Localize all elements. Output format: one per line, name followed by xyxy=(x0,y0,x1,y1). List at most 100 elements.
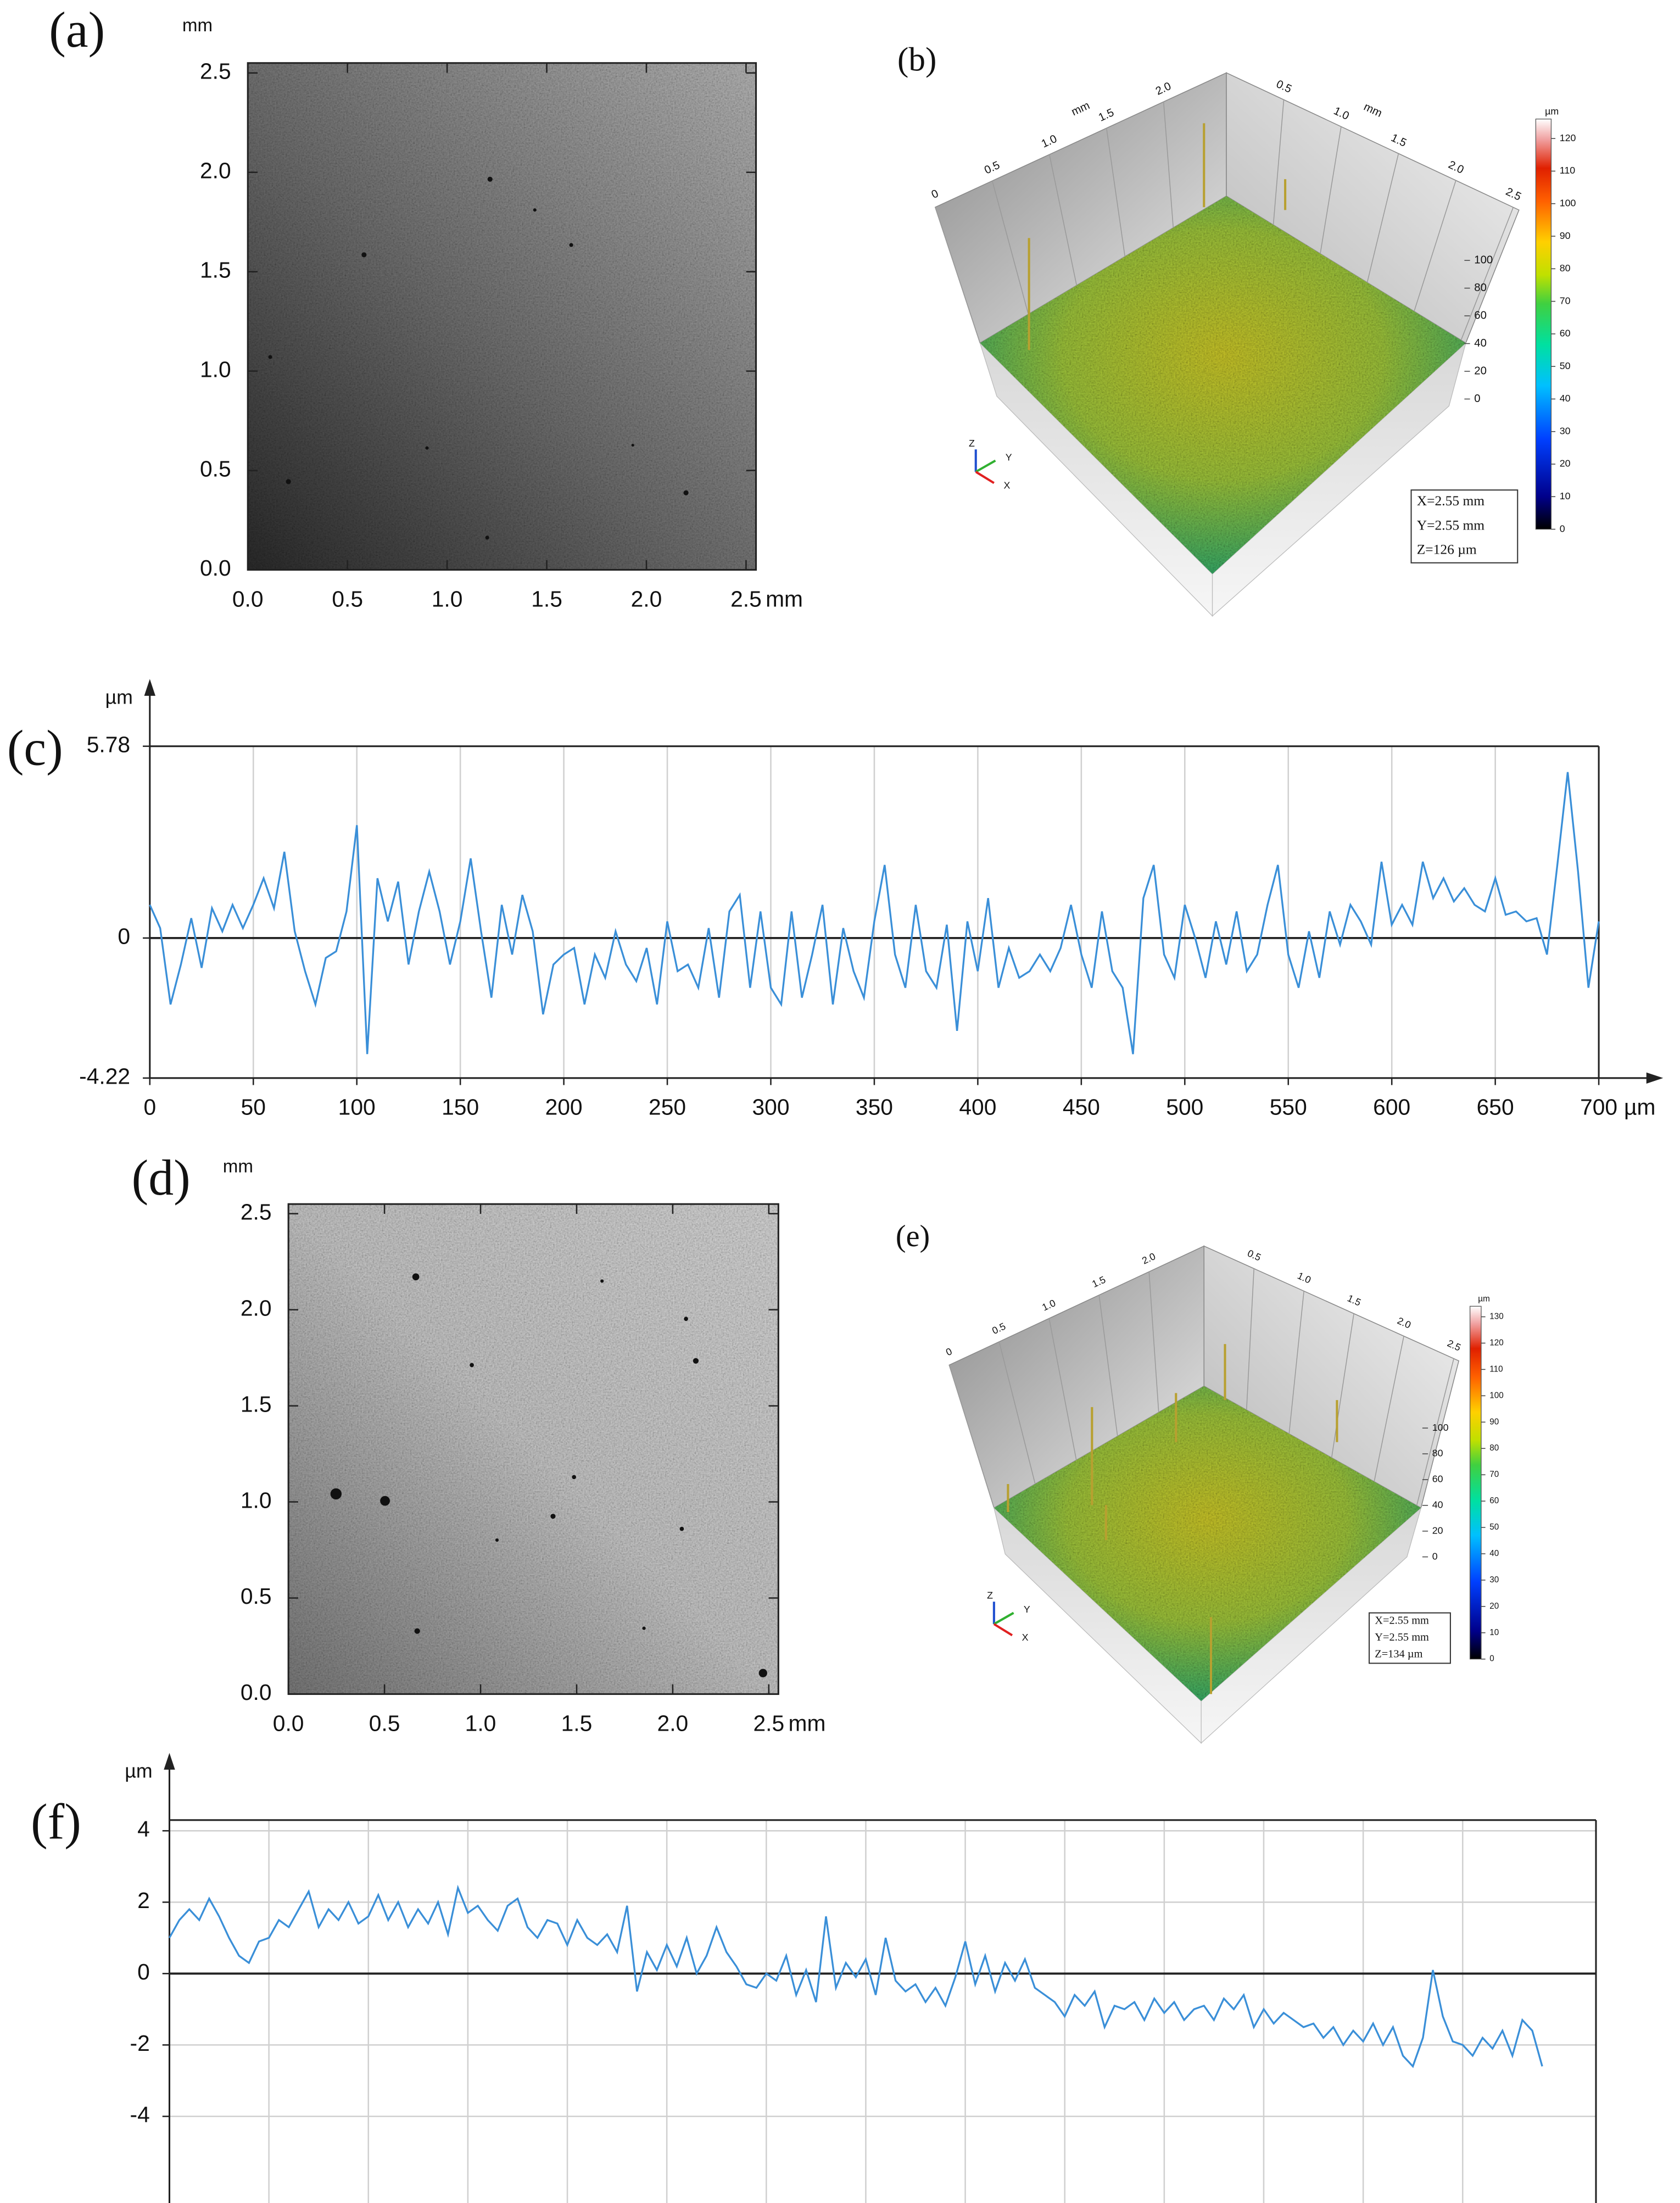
y-tick-label: 0 xyxy=(118,924,130,949)
colorbar-tick-label: 90 xyxy=(1489,1417,1499,1426)
surface-pit xyxy=(487,176,493,182)
colorbar-tick-label: 20 xyxy=(1489,1602,1499,1611)
x-tick-label: 2.0 xyxy=(1140,1251,1157,1267)
surface-pit xyxy=(758,1669,767,1677)
y-arrow xyxy=(164,1753,175,1770)
wall-grid-line xyxy=(1246,1268,1254,1410)
colorbar-tick-label: 40 xyxy=(1560,393,1571,404)
wall-grid-line xyxy=(1163,102,1174,228)
x-tick-label: 2.5 xyxy=(754,1710,785,1736)
info-box xyxy=(1410,489,1519,564)
colorbar-tick-label: 10 xyxy=(1560,490,1571,501)
colorbar-tick-label: 50 xyxy=(1560,360,1571,371)
surface-pit xyxy=(533,208,537,212)
surface-pit xyxy=(361,252,367,258)
surface-pit xyxy=(470,1363,474,1368)
plot-frame xyxy=(247,62,757,571)
colorbar-tick-label: 110 xyxy=(1489,1364,1503,1374)
colorbar-tick-label: 60 xyxy=(1489,1496,1499,1505)
colorbar-tick-label: 130 xyxy=(1489,1312,1504,1321)
orientation-label: Z xyxy=(987,1590,993,1601)
wall-grid-line xyxy=(1048,1318,1077,1460)
orientation-label: Y xyxy=(1024,1604,1030,1615)
panel-label: (b) xyxy=(897,41,936,79)
info-line: Y=2.55 mm xyxy=(1375,1631,1429,1643)
wall-grid-line xyxy=(1098,1295,1118,1437)
surface-pit xyxy=(631,444,634,447)
colorbar-tick-label: 110 xyxy=(1560,165,1576,176)
profile-line xyxy=(169,1884,1543,2068)
orientation-label: Z xyxy=(969,438,975,449)
info-line: X=2.55 mm xyxy=(1417,493,1485,509)
height-surface xyxy=(980,196,1466,575)
orientation-label: X xyxy=(1003,479,1010,490)
profile-line xyxy=(149,772,1600,1055)
y-tick-label: 0.5 xyxy=(241,1583,272,1609)
y-unit: mm xyxy=(182,15,213,36)
surface-pit xyxy=(569,243,573,247)
wall-grid-line xyxy=(1106,128,1126,257)
x-unit: mm xyxy=(789,1710,826,1736)
y-tick-label: 0.5 xyxy=(200,456,231,481)
x-tick-label: 300 xyxy=(752,1095,789,1120)
y-tick-label: 1.0 xyxy=(200,356,231,382)
y-tick-label: -2 xyxy=(130,2031,150,2056)
colorbar-tick-label: 100 xyxy=(1489,1391,1504,1400)
y-tick-label: 2.0 xyxy=(1447,159,1466,176)
z-tick-label: 100 xyxy=(1432,1422,1449,1433)
x-tick-label: 550 xyxy=(1270,1095,1307,1120)
colorbar-tick-label: 120 xyxy=(1489,1338,1504,1347)
x-tick-label: 0.5 xyxy=(983,159,1002,177)
y-tick-label: 5.78 xyxy=(87,732,130,757)
panel-label: (c) xyxy=(7,720,63,776)
y-tick-label: 2.5 xyxy=(1504,186,1523,203)
x-tick-label: 250 xyxy=(649,1095,686,1120)
colorbar-tick-label: 10 xyxy=(1489,1628,1499,1637)
axis-unit: mm xyxy=(1070,99,1092,118)
colorbar-tick-label: 80 xyxy=(1560,263,1571,274)
y-tick-label: 2.0 xyxy=(1396,1315,1413,1330)
surface-pit xyxy=(412,1273,420,1281)
surface-pit xyxy=(286,479,291,484)
colorbar-tick-label: 100 xyxy=(1560,198,1576,209)
x-tick-label: 2.0 xyxy=(657,1710,689,1736)
x-tick-label: 400 xyxy=(959,1095,996,1120)
surface-pit xyxy=(425,446,429,450)
x-tick-label: 1.5 xyxy=(1090,1274,1107,1290)
x-tick-label: 500 xyxy=(1166,1095,1203,1120)
colorbar-tick-label: 70 xyxy=(1560,295,1571,306)
y-tick-label: 2.0 xyxy=(200,158,231,183)
wall-grid-line xyxy=(1148,1271,1159,1413)
side-right xyxy=(1212,342,1467,617)
x-tick-label: 1.5 xyxy=(561,1710,593,1736)
y-tick-label: 1.5 xyxy=(1389,132,1408,149)
x-tick-label: 1.5 xyxy=(531,586,562,611)
y-unit: µm xyxy=(125,1760,152,1782)
panel-label: (f) xyxy=(31,1794,81,1850)
y-tick-label: 4 xyxy=(137,1816,150,1842)
wall-grid-line xyxy=(1288,1291,1304,1434)
x-tick-label: 150 xyxy=(442,1095,479,1120)
y-tick-label: 0.5 xyxy=(1274,78,1293,96)
orientation-axis xyxy=(993,1611,1014,1625)
x-tick-label: 600 xyxy=(1373,1095,1410,1120)
z-tick-label: 60 xyxy=(1432,1474,1443,1485)
orientation-axis xyxy=(975,471,995,484)
wall-grid-line xyxy=(935,207,981,343)
x-tick-label: 1.0 xyxy=(465,1710,496,1736)
z-tick-label: 20 xyxy=(1432,1525,1443,1536)
colorbar-tick-label: 90 xyxy=(1560,230,1571,241)
colorbar-tick-label: 0 xyxy=(1489,1654,1494,1664)
wall-grid-line xyxy=(992,181,1029,315)
surface-pit xyxy=(550,1514,556,1519)
wall-grid-line xyxy=(1414,180,1456,312)
wall-grid-line xyxy=(1374,1336,1404,1482)
surface-pit xyxy=(485,536,489,540)
orientation-axis xyxy=(993,1623,1013,1637)
wall-grid-line xyxy=(948,1365,995,1508)
info-line: Y=2.55 mm xyxy=(1417,517,1485,533)
z-tick-label: 40 xyxy=(1432,1499,1443,1510)
surface-pit xyxy=(572,1475,576,1480)
x-tick-label: 0.5 xyxy=(332,586,363,611)
